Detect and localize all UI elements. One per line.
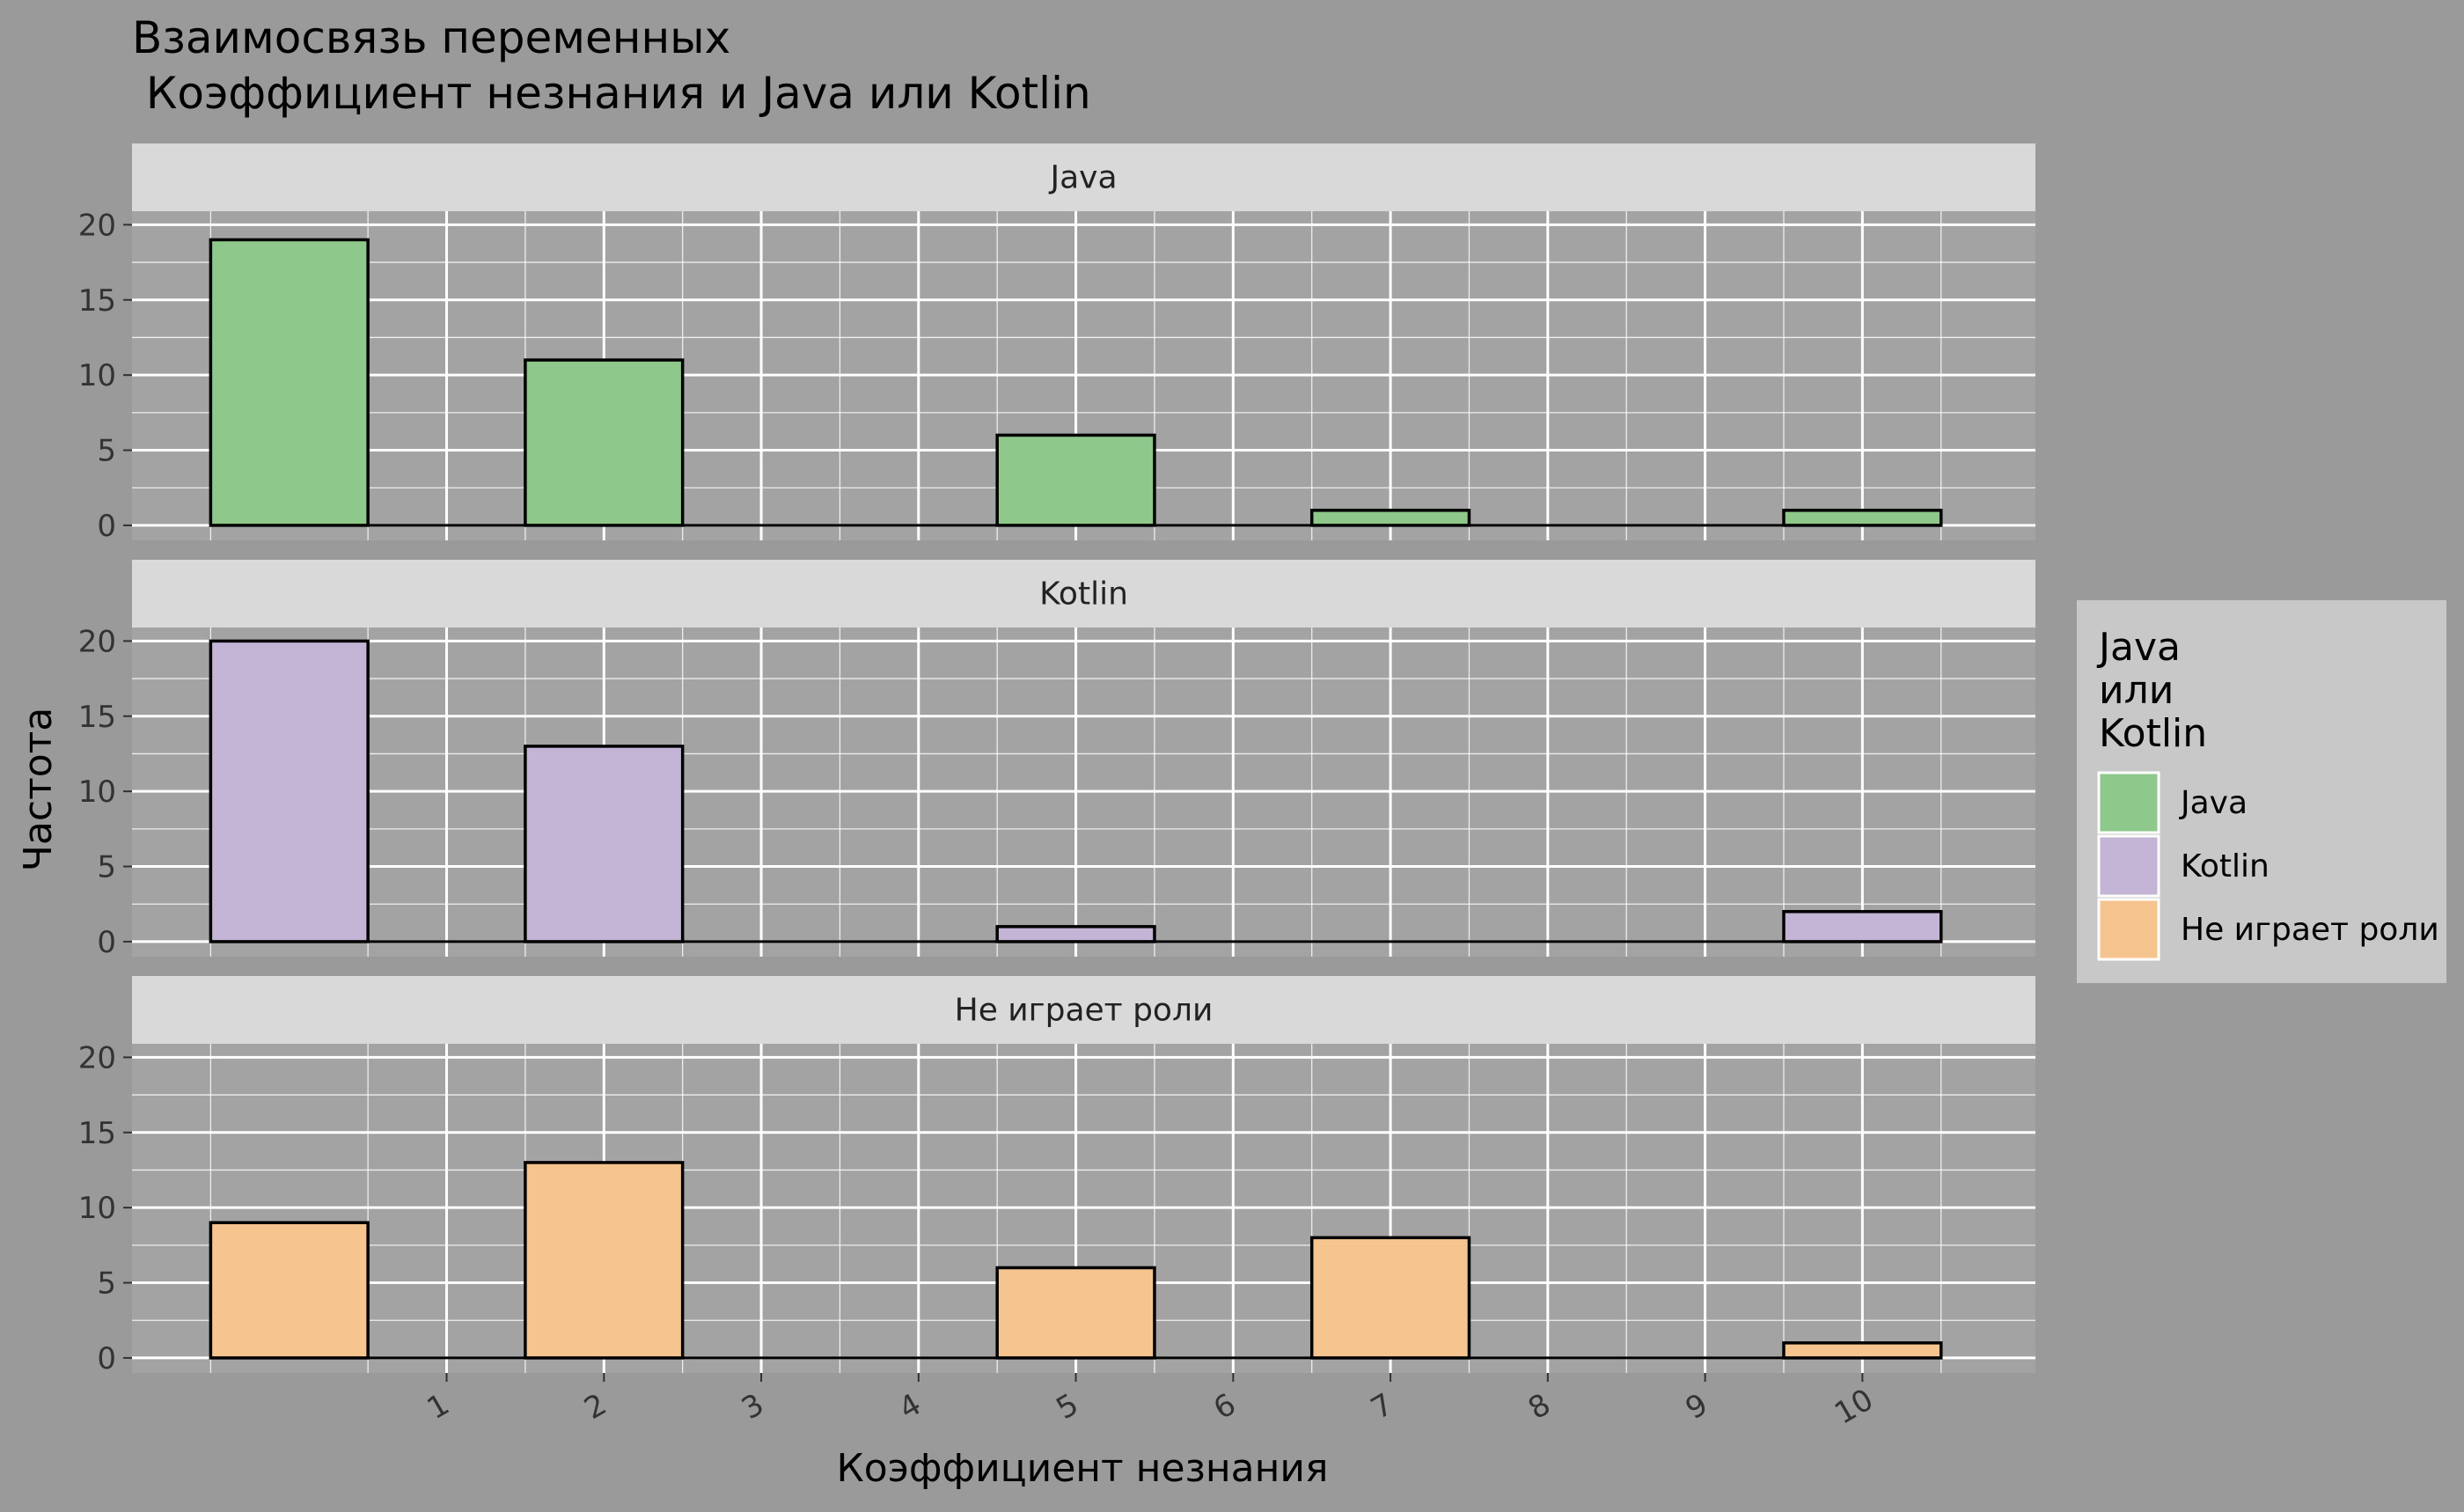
bar-3-2 [524, 1161, 685, 1360]
y-tick-label: 5 [97, 434, 116, 469]
bar-1-1 [209, 238, 370, 527]
y-tick-label: 20 [78, 624, 116, 659]
y-tick-label: 10 [78, 1191, 116, 1226]
facet-strip-label: Kotlin [1039, 576, 1128, 613]
bar-3-1 [209, 1221, 370, 1360]
bar-2-2 [524, 745, 685, 943]
facet-panel-3: Не играет роли 0 5 10 15 20 [78, 976, 2035, 1376]
legend-label-2: Kotlin [2181, 848, 2270, 884]
y-tick-label: 20 [78, 208, 116, 243]
bar-3-4 [1309, 1236, 1471, 1360]
legend-title-line: Java [2096, 625, 2181, 670]
facet-strip [132, 143, 2035, 211]
bar-1-3 [995, 433, 1156, 527]
bar-2-5 [1782, 910, 1943, 943]
y-tick-label: 15 [78, 700, 116, 735]
facet-panel-2: Kotlin 0 5 10 15 20 [78, 560, 2035, 960]
legend-label-1: Java [2179, 785, 2248, 821]
facet-panel-1: Java 0 5 10 15 20 [78, 143, 2035, 544]
legend-key-1 [2097, 771, 2160, 834]
bar-1-5 [1782, 509, 1943, 527]
y-tick-label: 15 [78, 283, 116, 319]
facet-strip-label: Не играет роли [955, 993, 1214, 1029]
facet-strip [132, 976, 2035, 1044]
y-tick-label: 0 [97, 1341, 116, 1376]
bar-3-5 [1782, 1341, 1943, 1360]
y-axis-label: Частота [16, 708, 61, 871]
y-tick-label: 10 [78, 358, 116, 393]
x-axis-label: Коэффициент незнания [837, 1446, 1329, 1491]
bar-3-3 [995, 1266, 1156, 1360]
y-tick-label: 10 [78, 774, 116, 810]
bar-1-4 [1309, 509, 1471, 527]
legend-key-2 [2097, 834, 2160, 898]
y-tick-label: 5 [97, 850, 116, 885]
bar-2-3 [995, 925, 1156, 943]
legend-title-line: Kotlin [2099, 711, 2207, 756]
y-tick-label: 15 [78, 1116, 116, 1151]
facet-strip-label: Java [1048, 160, 1117, 196]
bar-2-1 [209, 639, 370, 943]
legend-title-line: или [2099, 668, 2174, 713]
y-tick-label: 0 [97, 509, 116, 544]
legend-label-3: Не играет роли [2181, 912, 2439, 948]
y-tick-label: 5 [97, 1266, 116, 1302]
bar-1-2 [524, 358, 685, 527]
chart-title-line1: Взаимосвязь переменных [132, 12, 730, 63]
y-tick-label: 0 [97, 925, 116, 960]
facet-strip [132, 560, 2035, 628]
y-tick-label: 20 [78, 1040, 116, 1075]
legend-key-3 [2097, 898, 2160, 961]
chart-title-line2: Коэффициент незнания и Java или Kotlin [132, 68, 1091, 119]
